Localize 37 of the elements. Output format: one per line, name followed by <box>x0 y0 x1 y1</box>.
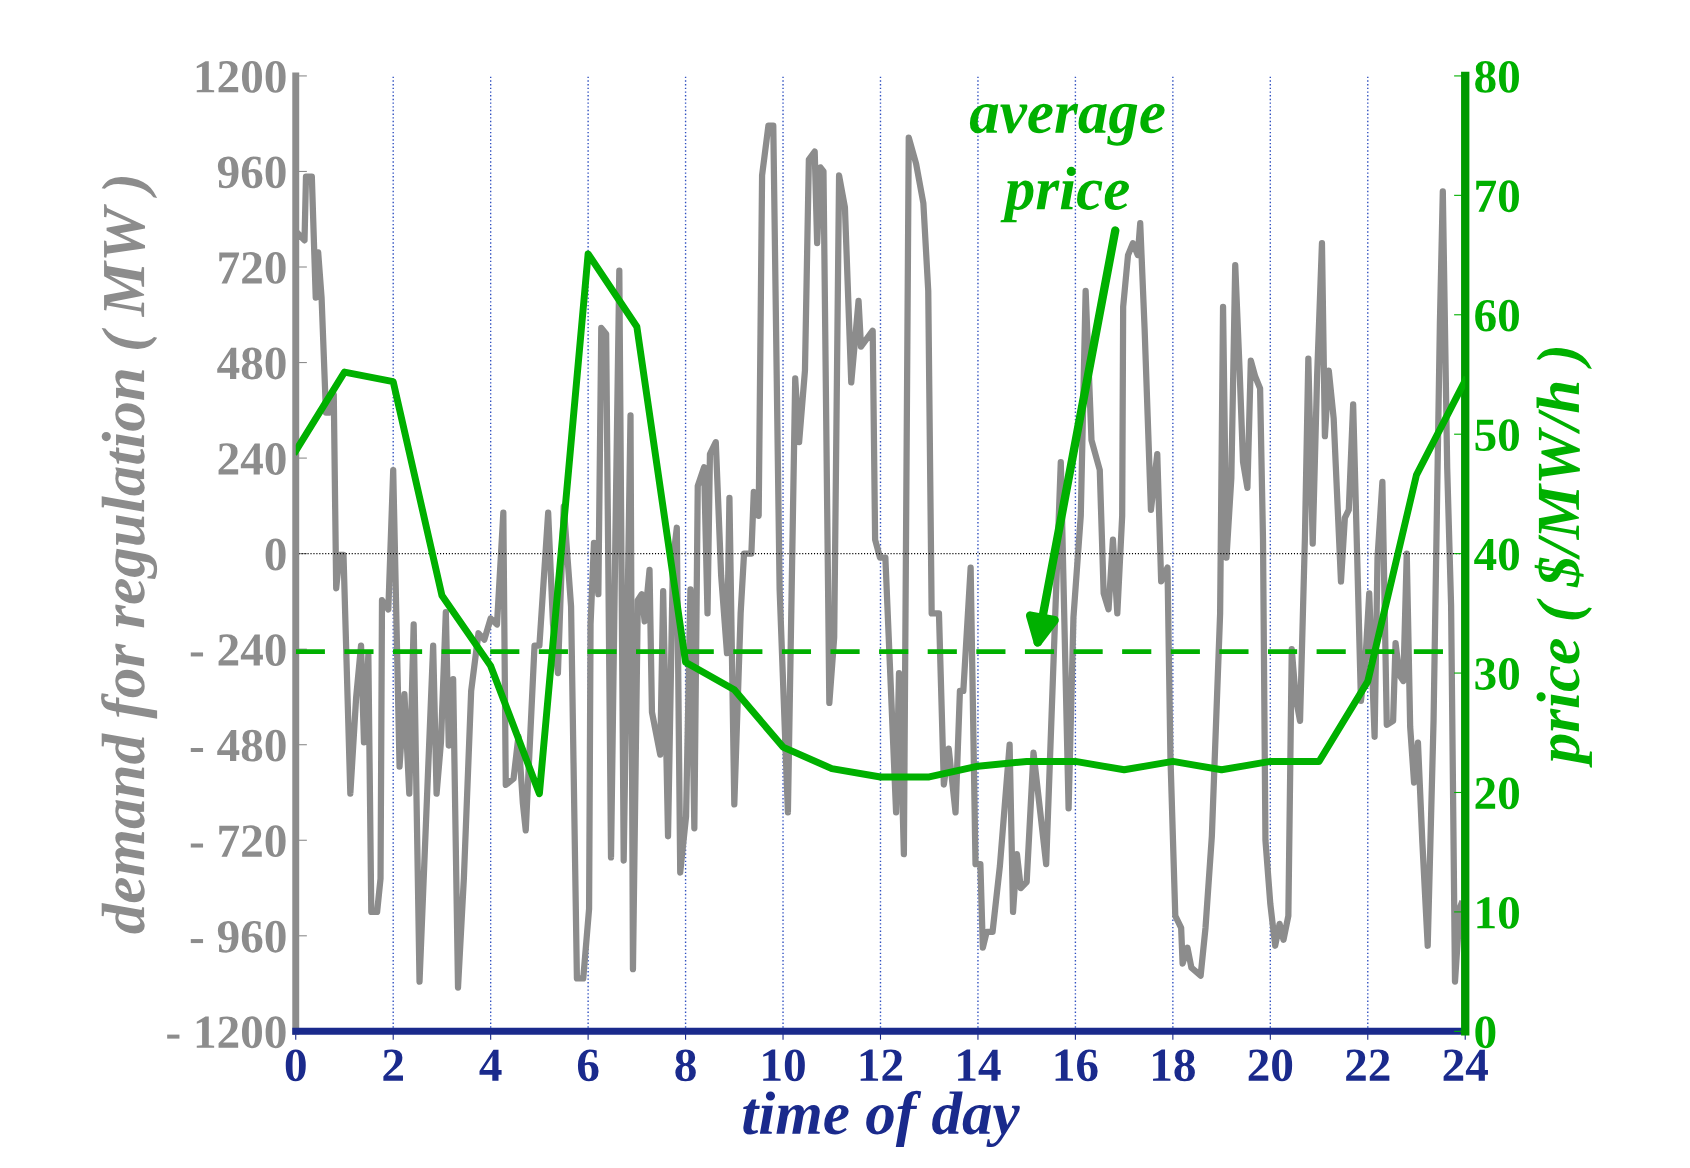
y2-axis-title: price ( $/MW/h ) <box>1534 347 1592 768</box>
x-tick-label: 8 <box>675 1049 696 1082</box>
y-tick-label: 480 <box>217 347 286 380</box>
x-tick-label: 18 <box>1153 1049 1195 1082</box>
y2-tick-label: 10 <box>1477 896 1519 929</box>
y-axis-title: demand for regulation ( MW ) <box>101 176 158 934</box>
x-tick-label: 14 <box>958 1049 1001 1081</box>
y2-tick-label: 20 <box>1475 777 1519 810</box>
x-axis-title: time of day <box>743 1090 1020 1148</box>
y-tick-label: - 1200 <box>167 1016 286 1049</box>
x-tick-label: 20 <box>1248 1049 1293 1082</box>
x-tick-label: 0 <box>285 1049 306 1082</box>
y-tick-label: 720 <box>219 251 286 284</box>
y-tick-label: 240 <box>218 443 286 475</box>
y2-tick-label: 30 <box>1475 658 1519 690</box>
y-tick-label: - 480 <box>190 729 286 762</box>
y-tick-label: 960 <box>217 156 286 189</box>
y2-tick-label: 70 <box>1476 180 1519 213</box>
y2-tick-label: 80 <box>1475 60 1519 93</box>
x-tick-label: 12 <box>860 1049 903 1081</box>
y-tick-label: - 720 <box>190 825 286 858</box>
y-tick-label: - 240 <box>190 634 286 667</box>
x-tick-label: 16 <box>1055 1049 1098 1082</box>
y2-tick-label: 60 <box>1475 299 1519 332</box>
x-tick-label: 2 <box>383 1049 403 1081</box>
x-tick-label: 6 <box>577 1049 599 1082</box>
annotation: average price <box>969 103 1165 223</box>
x-tick-label: 4 <box>479 1049 502 1081</box>
x-tick-label: 10 <box>763 1049 805 1082</box>
y-tick-label: 0 <box>265 538 286 571</box>
y2-tick-label: 0 <box>1475 1016 1496 1049</box>
x-tick-label: 22 <box>1346 1049 1390 1081</box>
y2-tick-label: 50 <box>1475 419 1519 452</box>
x-tick-label: 24 <box>1443 1049 1488 1081</box>
y-tick-label: - 960 <box>190 920 286 953</box>
y2-tick-label: 40 <box>1474 538 1519 571</box>
y-tick-label: 1200 <box>196 60 286 93</box>
